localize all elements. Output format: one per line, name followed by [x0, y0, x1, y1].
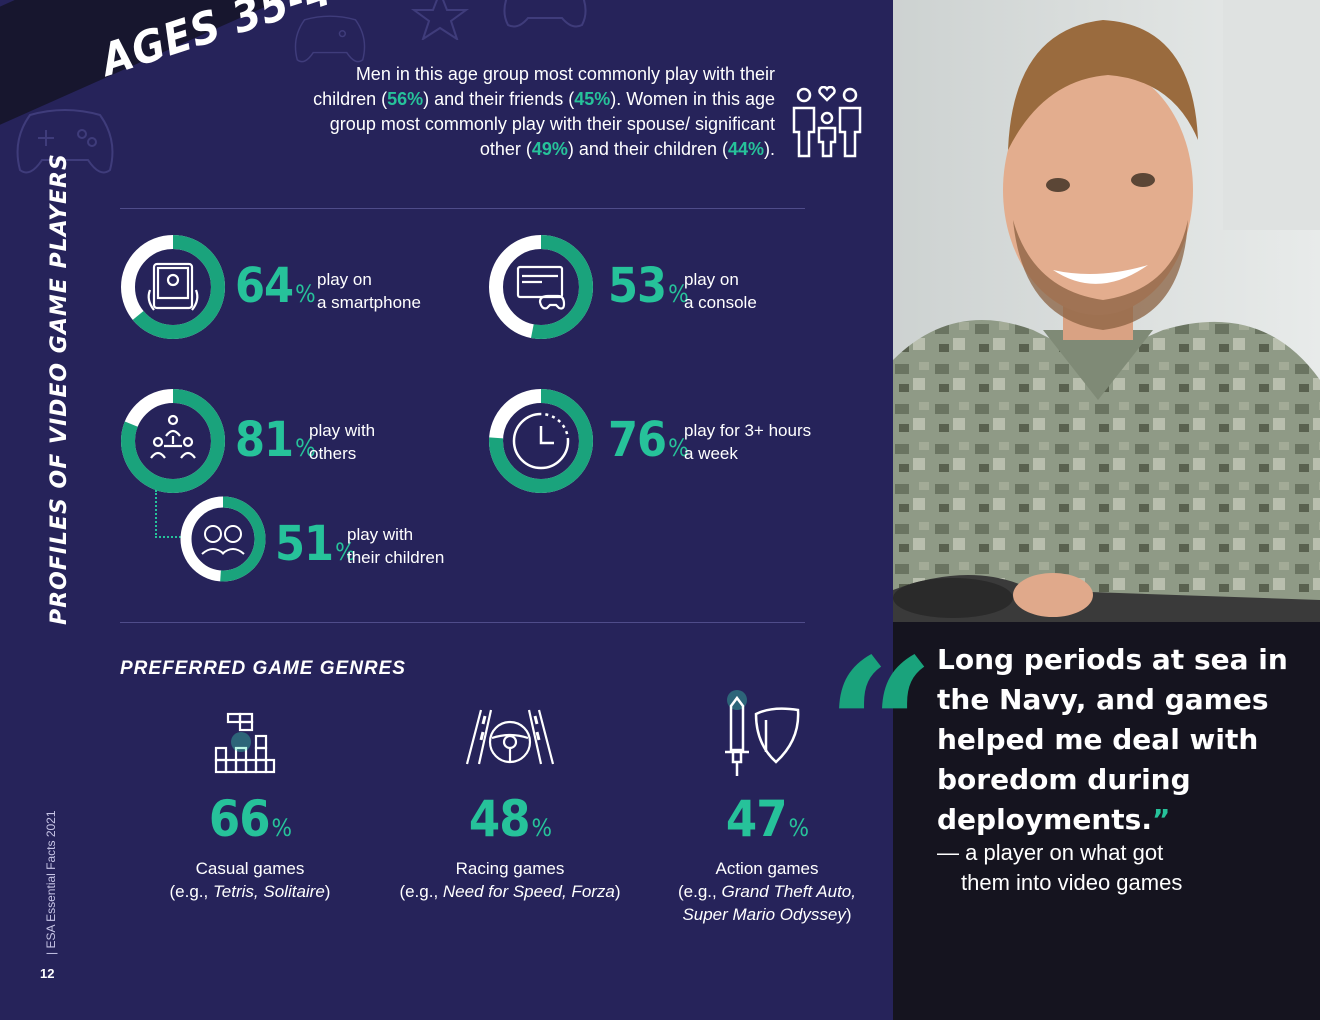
genre-action: 47% Action games (e.g., Grand Theft Auto…: [637, 790, 893, 926]
side-title: PROFILES OF VIDEO GAME PLAYERS: [47, 153, 72, 625]
console-icon: [516, 265, 566, 310]
women-children-pct: 44%: [727, 139, 764, 159]
gamepad-outline-icon: [503, 0, 587, 28]
women-spouse-pct: 49%: [531, 139, 568, 159]
hours-ring: [489, 389, 593, 493]
smartphone-icon: [147, 262, 199, 311]
sword-shield-icon: [725, 690, 800, 776]
star-outline-icon: [410, 0, 470, 40]
gamepad-outline-icon: [294, 15, 366, 63]
stat-hours-value: 76%: [608, 412, 689, 468]
console-ring: [489, 235, 593, 339]
stat-console-label: play on a console: [684, 270, 757, 312]
intro-paragraph: Men in this age group most commonly play…: [313, 64, 775, 159]
genre-casual: 66% Casual games (e.g., Tetris, Solitair…: [120, 790, 380, 903]
genre-action-value: 47%: [725, 790, 809, 848]
stat-smartphone-label: play on a smartphone: [317, 270, 421, 312]
page-number: 12: [40, 966, 55, 981]
divider: [120, 622, 805, 623]
people-network-icon: [150, 414, 196, 459]
parent-child-icon: [201, 525, 245, 555]
clock-icon: [512, 412, 570, 470]
steering-wheel-icon: [465, 709, 555, 765]
quote-panel: [893, 622, 1320, 1020]
infographic-panel: AGES 35-44 PROFILES OF VIDEO GAME PLAYER…: [0, 0, 893, 981]
genre-casual-label: Casual games: [195, 859, 305, 878]
family-icon: [792, 86, 862, 158]
stat-hours-label: play for 3+ hours a week: [684, 421, 812, 463]
genre-racing: 48% Racing games (e.g., Need for Speed, …: [380, 790, 640, 903]
stat-smartphone-value: 64%: [235, 258, 316, 314]
genre-racing-value: 48%: [468, 790, 552, 848]
stat-console-value: 53%: [608, 258, 689, 314]
quote-text: Long periods at sea in the Navy, and gam…: [937, 643, 1288, 836]
stat-children-value: 51%: [275, 516, 356, 572]
stat-others-value: 81%: [235, 412, 316, 468]
genre-casual-value: 66%: [208, 790, 292, 848]
genres-heading: PREFERRED GAME GENRES: [120, 658, 406, 679]
quote-mark: “: [826, 617, 936, 840]
player-photo: [893, 0, 1320, 622]
children-ring: [180, 496, 266, 582]
genre-action-label: Action games: [715, 859, 819, 878]
genre-action-examples: (e.g., Grand Theft Auto, Super Mario Odys…: [678, 882, 856, 924]
men-children-pct: 56%: [387, 89, 424, 109]
gamepad-outline-icon: [16, 109, 114, 174]
genre-racing-label: Racing games: [455, 859, 565, 878]
genre-racing-examples: (e.g., Need for Speed, Forza): [399, 882, 621, 901]
footer-source: | ESA Essential Facts 2021: [44, 810, 58, 955]
stat-others-label: play with others: [309, 421, 376, 463]
stat-children-label: play with their children: [347, 525, 445, 567]
tetris-blocks-icon: [214, 712, 276, 774]
others-ring: [121, 389, 225, 493]
divider: [120, 208, 805, 209]
genre-casual-examples: (e.g., Tetris, Solitaire): [169, 882, 331, 901]
quote-attribution: — a player on what got them into video ga…: [937, 840, 1183, 895]
connector-line: [155, 490, 185, 538]
men-friends-pct: 45%: [574, 89, 611, 109]
smartphone-ring: [121, 235, 225, 339]
